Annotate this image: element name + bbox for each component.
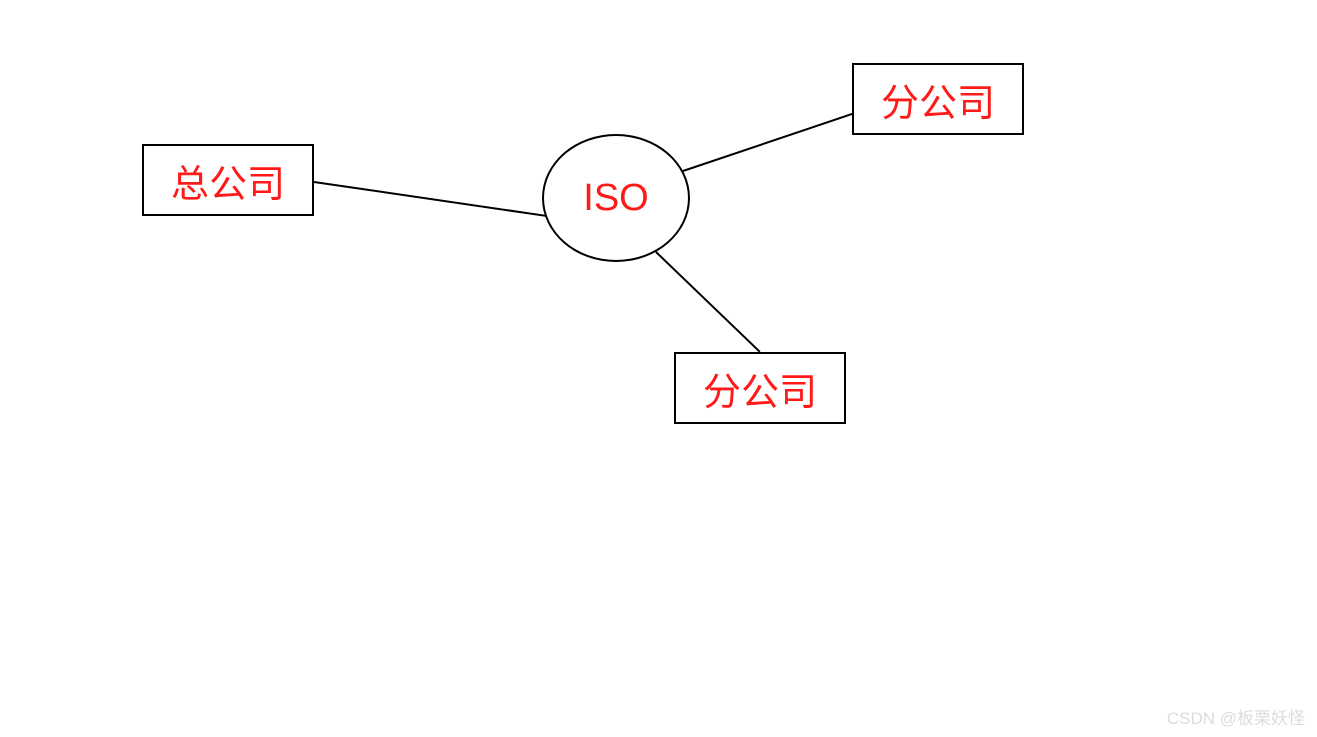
node-branch2: 分公司 <box>674 352 846 424</box>
node-branch2-label: 分公司 <box>703 361 817 416</box>
edge-iso-branch1 <box>680 113 853 173</box>
watermark-text: CSDN @板栗妖怪 <box>1167 704 1305 729</box>
edge-hq-iso <box>314 181 547 217</box>
diagram-canvas: 总公司 ISO 分公司 分公司 <box>0 0 1317 737</box>
node-branch1-label: 分公司 <box>881 72 995 127</box>
node-hq-label: 总公司 <box>171 153 285 208</box>
node-hq: 总公司 <box>142 144 314 216</box>
node-branch1: 分公司 <box>852 63 1024 135</box>
node-iso-label: ISO <box>583 177 648 220</box>
edge-iso-branch2 <box>655 251 760 352</box>
node-iso: ISO <box>542 134 690 262</box>
